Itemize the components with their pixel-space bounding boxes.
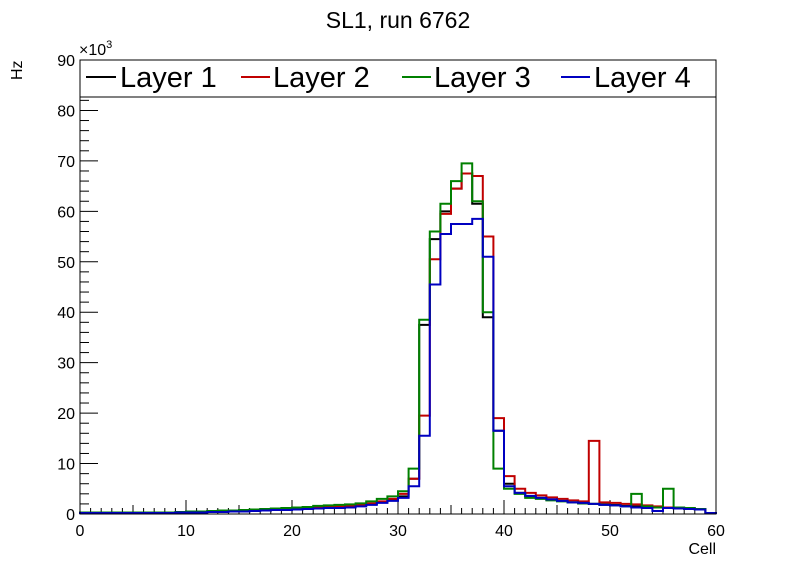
tick-labels: 0 10 20 30 40 50 60 0 10 20 30 40 50 60 70 80 90 <box>57 53 725 540</box>
chart-title: SL1, run 6762 <box>326 7 471 33</box>
x-tick-label: 20 <box>283 523 301 540</box>
y-axis-exponent-power: 3 <box>106 39 112 51</box>
y-tick-label: 20 <box>57 406 75 423</box>
y-tick-label: 0 <box>66 507 75 524</box>
legend-label-layer-1: Layer 1 <box>120 62 217 94</box>
y-tick-label: 70 <box>57 154 75 171</box>
legend-box <box>79 59 717 98</box>
x-tick-label: 10 <box>177 523 195 540</box>
legend-label-layer-2: Layer 2 <box>273 62 370 94</box>
x-axis-label: Cell <box>688 541 716 558</box>
y-axis-exponent-base: ×10 <box>79 42 106 59</box>
histogram-series <box>79 162 717 514</box>
y-tick-label: 50 <box>57 255 75 272</box>
legend-label-layer-4: Layer 4 <box>594 62 691 94</box>
x-tick-label: 30 <box>389 523 407 540</box>
x-tick-label: 60 <box>707 523 725 540</box>
y-axis-exponent: ×103 <box>79 39 112 59</box>
y-tick-label: 30 <box>57 356 75 373</box>
histogram-layer-4 <box>79 217 717 514</box>
y-tick-label: 10 <box>57 457 75 474</box>
x-tick-label: 50 <box>601 523 619 540</box>
legend: Layer 1 Layer 2 Layer 3 Layer 4 <box>79 59 717 98</box>
y-tick-label: 40 <box>57 305 75 322</box>
x-tick-label: 40 <box>495 523 513 540</box>
y-tick-label: 60 <box>57 204 75 221</box>
y-axis-label: Hz <box>9 60 26 80</box>
legend-label-layer-3: Layer 3 <box>434 62 531 94</box>
y-tick-label: 90 <box>57 53 75 70</box>
y-tick-label: 80 <box>57 103 75 120</box>
x-tick-label: 0 <box>76 523 85 540</box>
